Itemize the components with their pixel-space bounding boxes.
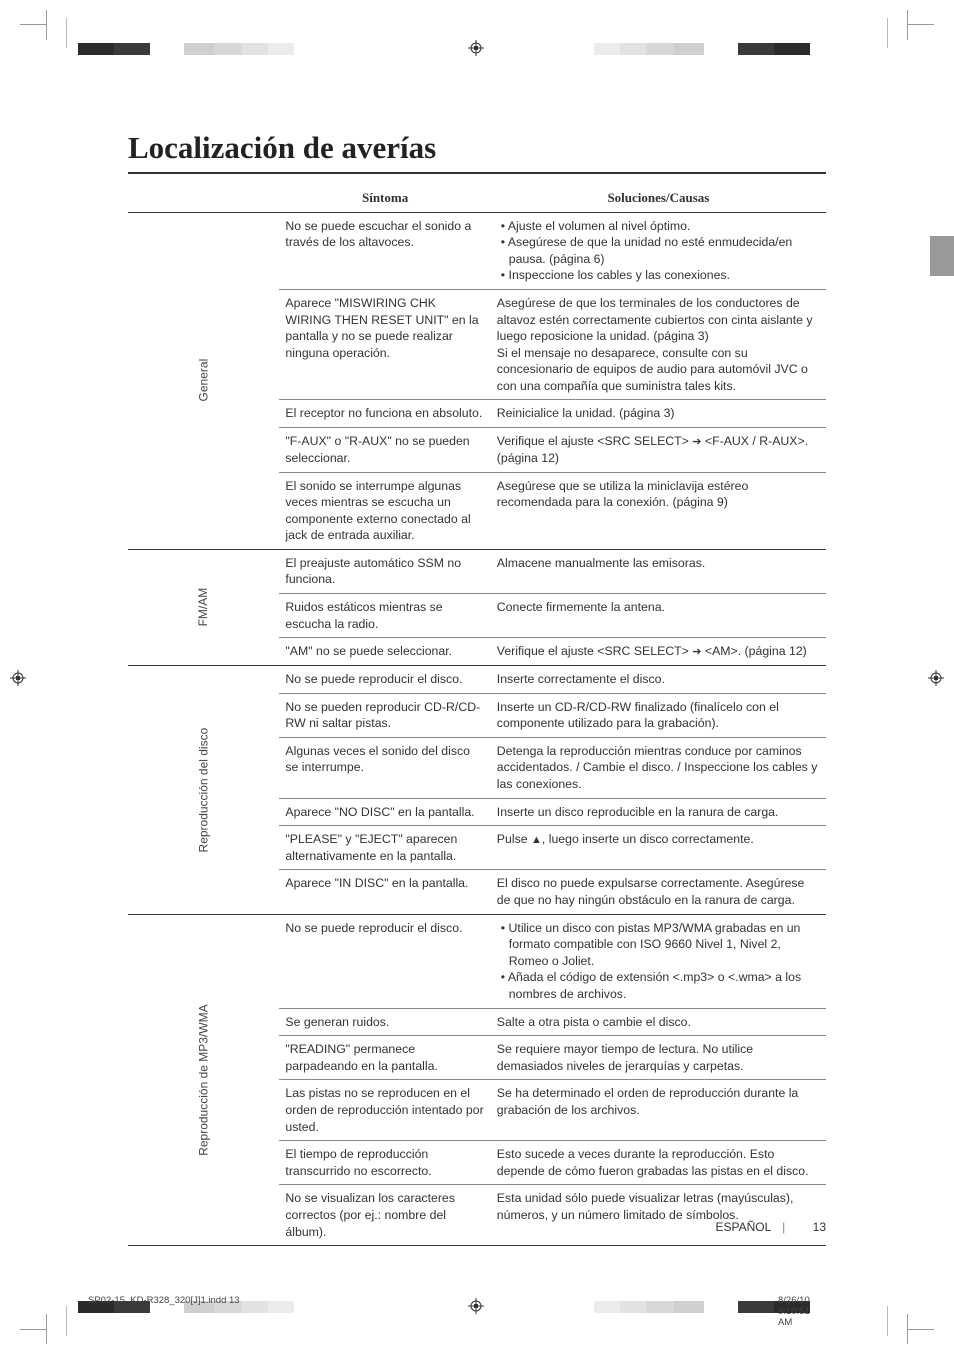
page-title: Localización de averías bbox=[128, 130, 826, 166]
table-cell-symptom: No se pueden reproducir CD-R/CD-RW ni sa… bbox=[279, 693, 490, 737]
table-cell-symptom: Aparece "NO DISC" en la pantalla. bbox=[279, 798, 490, 826]
col-header-symptom: Síntoma bbox=[279, 184, 490, 212]
table-cell-symptom: Las pistas no se reproducen en el orden … bbox=[279, 1080, 490, 1141]
page-tab bbox=[930, 236, 954, 276]
registration-mark-icon bbox=[468, 1298, 484, 1314]
table-cell-solution: Esta unidad sólo puede visualizar letras… bbox=[491, 1185, 826, 1246]
table-cell-solution: Inserte un CD-R/CD-RW finalizado (finalí… bbox=[491, 693, 826, 737]
table-cell-solution: Almacene manualmente las emisoras. bbox=[491, 549, 826, 593]
category-label: General bbox=[128, 212, 279, 549]
table-cell-solution: Asegúrese de que los terminales de los c… bbox=[491, 289, 826, 400]
table-cell-symptom: Ruidos estáticos mientras se escucha la … bbox=[279, 594, 490, 638]
table-cell-solution: Conecte firmemente la antena. bbox=[491, 594, 826, 638]
table-cell-symptom: "F-AUX" o "R-AUX" no se pueden seleccion… bbox=[279, 428, 490, 472]
footer-lang: ESPAÑOL bbox=[715, 1220, 770, 1234]
print-timestamp: 8/26/10 9:10:51 AM bbox=[778, 1295, 810, 1328]
table-cell-solution: Detenga la reproducción mientras conduce… bbox=[491, 737, 826, 798]
table-cell-symptom: No se visualizan los caracteres correcto… bbox=[279, 1185, 490, 1246]
color-band bbox=[524, 42, 864, 54]
color-band bbox=[78, 42, 418, 54]
eject-icon: ▲ bbox=[531, 834, 542, 846]
registration-mark-icon bbox=[10, 670, 26, 686]
table-cell-solution: Reinicialice la unidad. (página 3) bbox=[491, 400, 826, 428]
print-metadata: SP02-15_KD-R328_320[J]1.indd 13 8/26/10 … bbox=[88, 1295, 240, 1306]
table-cell-solution: Salte a otra pista o cambie el disco. bbox=[491, 1008, 826, 1036]
col-header-solution: Soluciones/Causas bbox=[491, 184, 826, 212]
registration-mark-icon bbox=[928, 670, 944, 686]
table-cell-solution: Inserte correctamente el disco. bbox=[491, 666, 826, 694]
category-label: Reproducción de MP3/WMA bbox=[128, 914, 279, 1246]
table-cell-symptom: "PLEASE" y "EJECT" aparecen alternativam… bbox=[279, 826, 490, 870]
table-cell-solution: Verifique el ajuste <SRC SELECT> ➔ <AM>.… bbox=[491, 638, 826, 666]
category-label: Reproducción del disco bbox=[128, 666, 279, 915]
table-cell-solution: Verifique el ajuste <SRC SELECT> ➔ <F-AU… bbox=[491, 428, 826, 472]
table-cell-solution: Asegúrese que se utiliza la miniclavija … bbox=[491, 472, 826, 549]
category-label: FM/AM bbox=[128, 549, 279, 665]
troubleshooting-table: Síntoma Soluciones/Causas GeneralNo se p… bbox=[128, 184, 826, 1246]
table-cell-solution: Se ha determinado el orden de reproducci… bbox=[491, 1080, 826, 1141]
page-footer: ESPAÑOL | 13 bbox=[715, 1220, 826, 1234]
table-cell-symptom: "READING" permanece parpadeando en la pa… bbox=[279, 1036, 490, 1080]
table-cell-symptom: El preajuste automático SSM no funciona. bbox=[279, 549, 490, 593]
table-cell-solution: Utilice un disco con pistas MP3/WMA grab… bbox=[491, 914, 826, 1008]
table-cell-symptom: Se generan ruidos. bbox=[279, 1008, 490, 1036]
table-cell-solution: Se requiere mayor tiempo de lectura. No … bbox=[491, 1036, 826, 1080]
table-cell-solution: Esto sucede a veces durante la reproducc… bbox=[491, 1141, 826, 1185]
table-cell-symptom: No se puede reproducir el disco. bbox=[279, 666, 490, 694]
table-cell-symptom: Aparece "IN DISC" en la pantalla. bbox=[279, 870, 490, 914]
table-cell-symptom: Algunas veces el sonido del disco se int… bbox=[279, 737, 490, 798]
table-cell-symptom: Aparece "MISWIRING CHK WIRING THEN RESET… bbox=[279, 289, 490, 400]
print-file: SP02-15_KD-R328_320[J]1.indd 13 bbox=[88, 1295, 240, 1306]
table-cell-symptom: No se puede escuchar el sonido a través … bbox=[279, 212, 490, 289]
table-cell-solution: Inserte un disco reproducible en la ranu… bbox=[491, 798, 826, 826]
registration-mark-icon bbox=[468, 40, 484, 56]
table-cell-solution: El disco no puede expulsarse correctamen… bbox=[491, 870, 826, 914]
color-band bbox=[524, 1300, 864, 1312]
table-cell-symptom: El tiempo de reproducción transcurrido n… bbox=[279, 1141, 490, 1185]
table-cell-symptom: No se puede reproducir el disco. bbox=[279, 914, 490, 1008]
table-cell-solution: Pulse ▲, luego inserte un disco correcta… bbox=[491, 826, 826, 870]
table-cell-symptom: El sonido se interrumpe algunas veces mi… bbox=[279, 472, 490, 549]
table-cell-solution: Ajuste el volumen al nivel óptimo.Asegúr… bbox=[491, 212, 826, 289]
table-cell-symptom: El receptor no funciona en absoluto. bbox=[279, 400, 490, 428]
table-cell-symptom: "AM" no se puede seleccionar. bbox=[279, 638, 490, 666]
footer-page: 13 bbox=[813, 1220, 826, 1234]
